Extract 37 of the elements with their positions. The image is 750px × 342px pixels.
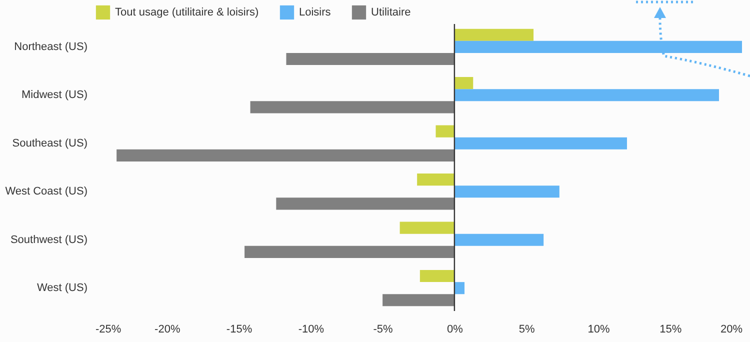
y-tick-label: West (US)	[36, 282, 88, 294]
y-tick-label: Southeast (US)	[12, 137, 88, 150]
bar	[417, 174, 454, 186]
bar	[276, 198, 454, 210]
y-tick-label: Midwest (US)	[21, 89, 88, 102]
legend-label: Tout usage (utilitaire & loisirs)	[115, 6, 259, 18]
x-tick-label: 10%	[588, 324, 610, 336]
bar	[454, 282, 465, 294]
y-tick-label: Northeast (US)	[14, 40, 88, 53]
bar	[286, 52, 454, 65]
bar	[116, 149, 454, 162]
legend-label: Loisirs	[299, 6, 332, 18]
x-tick-label: 0%	[446, 324, 464, 336]
bar	[244, 246, 454, 258]
bar	[454, 234, 544, 246]
x-tick-label: -5%	[373, 324, 394, 336]
bar	[382, 294, 454, 306]
bar	[454, 40, 742, 53]
y-tick-label: Southwest (US)	[10, 234, 88, 246]
bar	[454, 28, 534, 41]
x-tick-label: -20%	[154, 324, 180, 336]
bar	[400, 222, 454, 234]
x-tick-label: -10%	[298, 324, 324, 336]
legend-label: Utilitaire	[371, 6, 411, 18]
x-tick-label: 5%	[518, 324, 535, 336]
bar	[420, 270, 454, 282]
bar	[454, 77, 474, 90]
bar	[454, 186, 560, 198]
bar	[454, 89, 719, 102]
bar	[250, 101, 454, 114]
x-tick-label: -15%	[226, 324, 252, 336]
bar	[454, 137, 627, 150]
y-tick-label: West Coast (US)	[5, 186, 88, 198]
bar	[436, 125, 454, 138]
x-tick-label: 20%	[720, 324, 743, 336]
x-tick-label: -25%	[96, 324, 122, 336]
x-tick-label: 15%	[660, 324, 682, 336]
